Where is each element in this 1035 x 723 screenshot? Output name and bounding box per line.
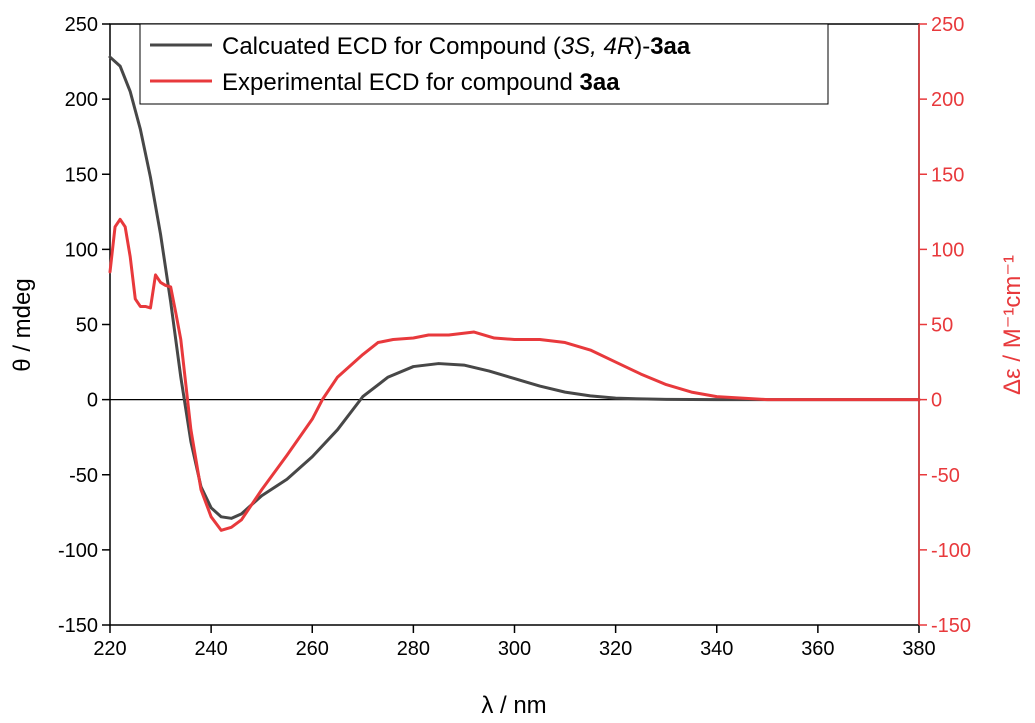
series-line-experimental — [108, 217, 921, 532]
y-left-tick-label: 150 — [65, 164, 98, 186]
y-left-tick-label: -50 — [69, 465, 98, 487]
y-right-tick-label: -150 — [931, 615, 971, 637]
legend-calc-italic: 3S, 4R — [561, 33, 634, 60]
y-left-tick-label: 100 — [65, 239, 98, 261]
legend: Calcuated ECD for Compound (3S, 4R)-3aa … — [139, 23, 829, 105]
legend-label-experimental: Experimental ECD for compound 3aa — [222, 69, 620, 96]
y-right-tick-label: 150 — [931, 164, 964, 186]
y-axis-title-left: θ / mdeg — [9, 278, 36, 371]
legend-calc-prefix: Calcuated ECD for Compound ( — [222, 33, 561, 60]
legend-box — [139, 23, 829, 105]
legend-exp-prefix: Experimental ECD for compound — [222, 69, 580, 96]
legend-calc-bold: 3aa — [650, 33, 691, 60]
x-tick-label: 340 — [700, 638, 733, 660]
legend-calc-mid: )- — [634, 33, 650, 60]
x-axis-title: λ / nm — [481, 692, 546, 719]
y-right-tick-label: 100 — [931, 239, 964, 261]
y-left-tick-label: 200 — [65, 89, 98, 111]
x-tick-label: 280 — [397, 638, 430, 660]
plot-area — [109, 23, 920, 626]
y-left-tick-label: 250 — [65, 14, 98, 36]
y-right-tick-label: 250 — [931, 14, 964, 36]
y-left-tick-label: -100 — [58, 540, 98, 562]
x-tick-label: 380 — [902, 638, 935, 660]
x-tick-label: 300 — [498, 638, 531, 660]
y-right-tick-label: 50 — [931, 315, 953, 337]
y-axis-title-right: Δε / M⁻¹cm⁻¹ — [999, 255, 1026, 395]
legend-exp-bold: 3aa — [580, 69, 621, 96]
x-tick-label: 220 — [93, 638, 126, 660]
x-tick-label: 320 — [599, 638, 632, 660]
y-right-tick-label: 200 — [931, 89, 964, 111]
series-line-calculated — [108, 55, 921, 520]
y-right-tick-label: -50 — [931, 465, 960, 487]
y-left-tick-label: 0 — [87, 390, 98, 412]
x-tick-label: 360 — [801, 638, 834, 660]
legend-label-calculated: Calcuated ECD for Compound (3S, 4R)-3aa — [222, 33, 691, 60]
x-tick-label: 240 — [194, 638, 227, 660]
y-right-tick-label: -100 — [931, 540, 971, 562]
y-right-tick-label: 0 — [931, 390, 942, 412]
y-left-tick-label: -150 — [58, 615, 98, 637]
x-tick-label: 260 — [296, 638, 329, 660]
y-left-tick-label: 50 — [76, 315, 98, 337]
